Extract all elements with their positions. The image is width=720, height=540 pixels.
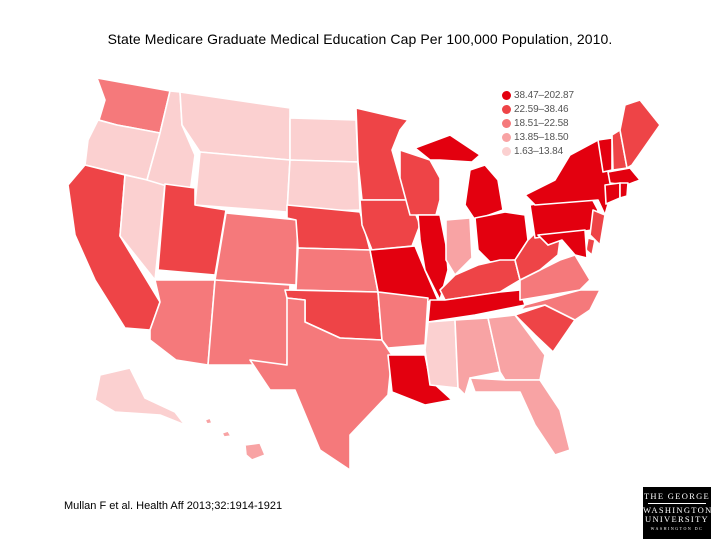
state-KS <box>295 247 379 293</box>
state-WI <box>399 149 441 216</box>
legend-item: 1.63–13.84 <box>502 144 574 158</box>
state-NC <box>519 289 601 321</box>
state-MD <box>537 229 588 259</box>
state-NM <box>207 279 291 366</box>
state-IN <box>445 217 473 276</box>
state-VT <box>597 137 613 173</box>
state-AR <box>377 291 429 349</box>
state-NE <box>286 204 371 251</box>
state-CT <box>604 182 621 205</box>
legend-item: 22.59–38.46 <box>502 103 574 117</box>
legend-label: 1.63–13.84 <box>514 145 564 157</box>
state-NJ <box>589 209 606 246</box>
legend-label: 18.51–22.58 <box>514 117 569 129</box>
state-FL <box>469 377 571 456</box>
state-AZ <box>149 279 216 366</box>
logo-divider <box>648 503 706 504</box>
state-MS <box>424 319 459 389</box>
state-MA <box>607 167 641 186</box>
legend-swatch <box>502 146 511 156</box>
state-ME <box>619 99 661 169</box>
logo-line: UNIVERSITY <box>645 514 709 524</box>
legend-label: 13.85–18.50 <box>514 131 569 143</box>
logo-line: WASHINGTON <box>643 505 713 515</box>
citation-text: Mullan F et al. Health Aff 2013;32:1914-… <box>64 500 283 512</box>
state-SD <box>286 159 361 213</box>
state-TX <box>249 297 393 471</box>
state-ND <box>289 117 359 163</box>
logo-line: THE GEORGE <box>643 491 711 501</box>
legend-swatch <box>502 91 511 101</box>
legend-swatch <box>502 118 511 128</box>
state-MT <box>179 91 291 161</box>
state-WY <box>194 151 291 213</box>
legend-item: 18.51–22.58 <box>502 117 574 131</box>
legend-label: 38.47–202.87 <box>514 90 574 102</box>
state-HI <box>204 417 266 461</box>
map-title: State Medicare Graduate Medical Educatio… <box>107 31 613 47</box>
legend-swatch <box>502 132 511 142</box>
state-MI <box>414 134 504 221</box>
state-AK <box>94 367 186 426</box>
state-UT <box>157 183 227 276</box>
state-VA <box>519 254 591 301</box>
map-legend: 38.47–202.87 22.59–38.46 18.51–22.58 13.… <box>502 89 574 158</box>
legend-label: 22.59–38.46 <box>514 104 569 116</box>
state-RI <box>619 182 629 199</box>
legend-swatch <box>502 105 511 115</box>
state-CO <box>214 212 299 286</box>
legend-item: 38.47–202.87 <box>502 89 574 103</box>
logo-line: WASHINGTON DC <box>650 526 704 531</box>
gwu-logo: THE GEORGE WASHINGTON UNIVERSITY WASHING… <box>643 487 711 539</box>
legend-item: 13.85–18.50 <box>502 130 574 144</box>
